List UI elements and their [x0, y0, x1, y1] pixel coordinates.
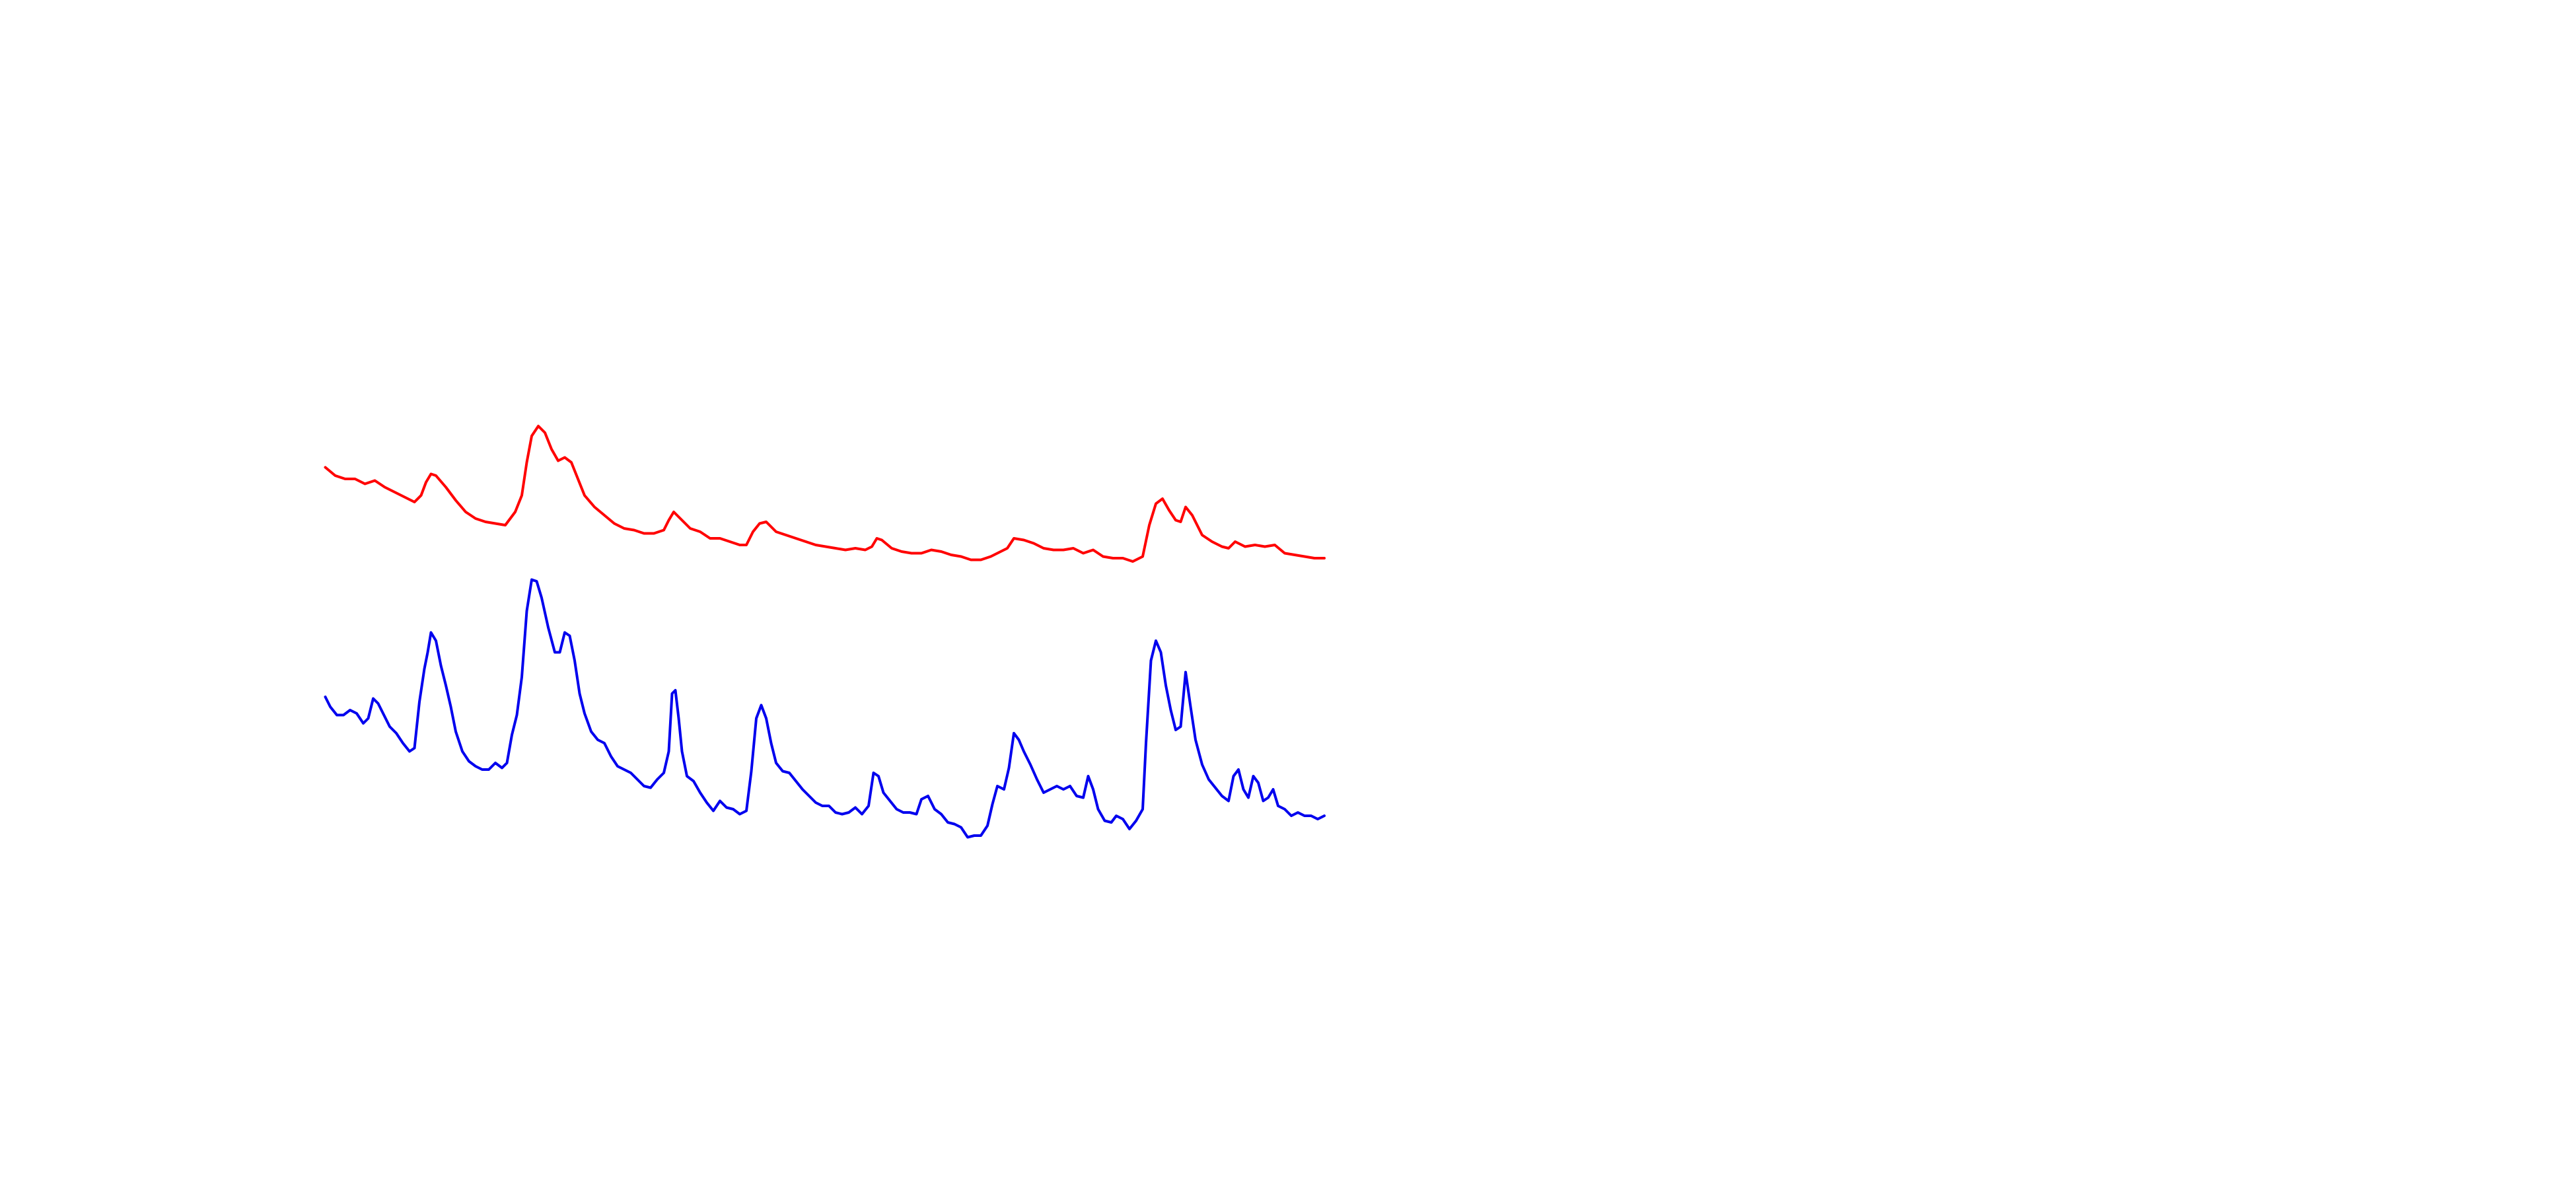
series-line: [324, 425, 1326, 563]
series-line: [324, 578, 1326, 839]
